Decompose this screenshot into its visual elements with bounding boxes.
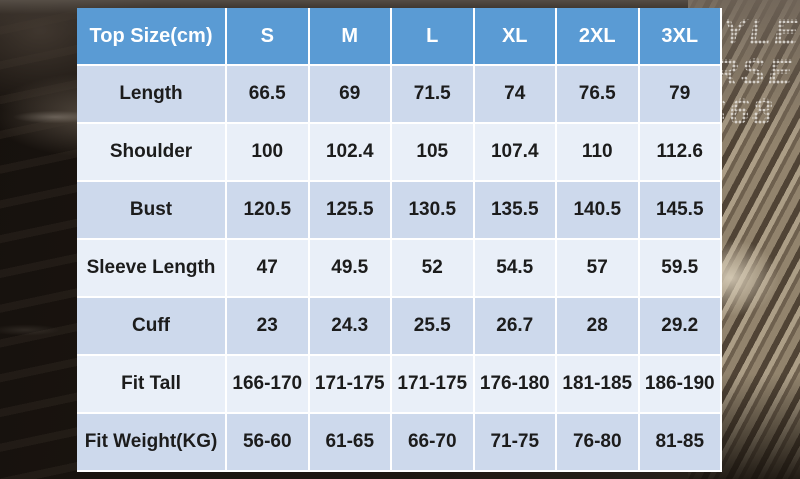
size-header-cell: 3XL	[639, 8, 722, 66]
table-row: Sleeve Length 47 49.5 52 54.5 57 59.5	[77, 240, 722, 298]
value-cell: 112.6	[639, 124, 722, 182]
table-row: Shoulder 100 102.4 105 107.4 110 112.6	[77, 124, 722, 182]
value-cell: 145.5	[639, 182, 722, 240]
value-cell: 61-65	[309, 414, 392, 472]
value-cell: 69	[309, 66, 392, 124]
background-photo-left	[0, 0, 90, 479]
value-cell: 130.5	[392, 182, 475, 240]
size-header-cell: XL	[474, 8, 557, 66]
value-cell: 66-70	[392, 414, 475, 472]
header-row: Top Size(cm) S M L XL 2XL 3XL	[77, 8, 722, 66]
size-chart-table: Top Size(cm) S M L XL 2XL 3XL Length 66.5 69 71.5…	[77, 8, 722, 472]
measure-label-cell: Cuff	[77, 298, 227, 356]
value-cell: 59.5	[639, 240, 722, 298]
value-cell: 76.5	[557, 66, 640, 124]
value-cell: 52	[392, 240, 475, 298]
value-cell: 100	[227, 124, 310, 182]
value-cell: 29.2	[639, 298, 722, 356]
value-cell: 81-85	[639, 414, 722, 472]
value-cell: 107.4	[474, 124, 557, 182]
table-row: Fit Weight(KG) 56-60 61-65 66-70 71-75 76-80 8…	[77, 414, 722, 472]
value-cell: 102.4	[309, 124, 392, 182]
value-cell: 49.5	[309, 240, 392, 298]
value-cell: 28	[557, 298, 640, 356]
value-cell: 110	[557, 124, 640, 182]
value-cell: 79	[639, 66, 722, 124]
value-cell: 56-60	[227, 414, 310, 472]
value-cell: 186-190	[639, 356, 722, 414]
value-cell: 166-170	[227, 356, 310, 414]
measure-label-cell: Fit Tall	[77, 356, 227, 414]
value-cell: 105	[392, 124, 475, 182]
size-header-cell: S	[227, 8, 310, 66]
watermark-fragment: RSE	[712, 51, 796, 92]
value-cell: 24.3	[309, 298, 392, 356]
value-cell: 25.5	[392, 298, 475, 356]
value-cell: 171-175	[309, 356, 392, 414]
table-row: Cuff 23 24.3 25.5 26.7 28 29.2	[77, 298, 722, 356]
table-body: Length 66.5 69 71.5 74 76.5 79 Shoulder 100 102.4…	[77, 66, 722, 472]
value-cell: 74	[474, 66, 557, 124]
value-cell: 57	[557, 240, 640, 298]
table-row: Bust 120.5 125.5 130.5 135.5 140.5 145.5	[77, 182, 722, 240]
corner-header-cell: Top Size(cm)	[77, 8, 227, 66]
value-cell: 71-75	[474, 414, 557, 472]
table-row: Length 66.5 69 71.5 74 76.5 79	[77, 66, 722, 124]
value-cell: 26.7	[474, 298, 557, 356]
value-cell: 120.5	[227, 182, 310, 240]
measure-label-cell: Fit Weight(KG)	[77, 414, 227, 472]
value-cell: 125.5	[309, 182, 392, 240]
table-row: Fit Tall 166-170 171-175 171-175 176-180 181-…	[77, 356, 722, 414]
size-header-cell: L	[392, 8, 475, 66]
table-header: Top Size(cm) S M L XL 2XL 3XL	[77, 8, 722, 66]
size-header-cell: M	[309, 8, 392, 66]
measure-label-cell: Length	[77, 66, 227, 124]
measure-label-cell: Sleeve Length	[77, 240, 227, 298]
measure-label-cell: Shoulder	[77, 124, 227, 182]
value-cell: 54.5	[474, 240, 557, 298]
watermark-fragment: YLE	[722, 11, 800, 52]
value-cell: 47	[227, 240, 310, 298]
value-cell: 140.5	[557, 182, 640, 240]
value-cell: 181-185	[557, 356, 640, 414]
value-cell: 135.5	[474, 182, 557, 240]
value-cell: 176-180	[474, 356, 557, 414]
value-cell: 76-80	[557, 414, 640, 472]
size-header-cell: 2XL	[557, 8, 640, 66]
value-cell: 171-175	[392, 356, 475, 414]
measure-label-cell: Bust	[77, 182, 227, 240]
value-cell: 23	[227, 298, 310, 356]
value-cell: 71.5	[392, 66, 475, 124]
value-cell: 66.5	[227, 66, 310, 124]
